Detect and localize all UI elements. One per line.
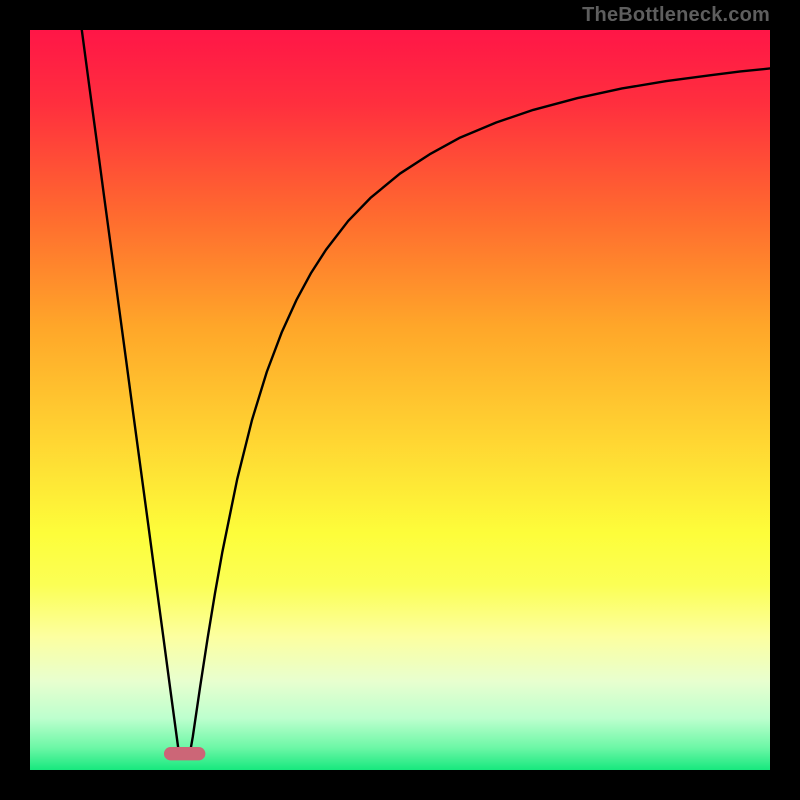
chart-frame: TheBottleneck.com — [0, 0, 800, 800]
plot-area — [30, 30, 770, 770]
chart-svg — [30, 30, 770, 770]
watermark-text: TheBottleneck.com — [582, 4, 770, 27]
gradient-background — [30, 30, 770, 770]
optimum-marker — [164, 747, 205, 760]
